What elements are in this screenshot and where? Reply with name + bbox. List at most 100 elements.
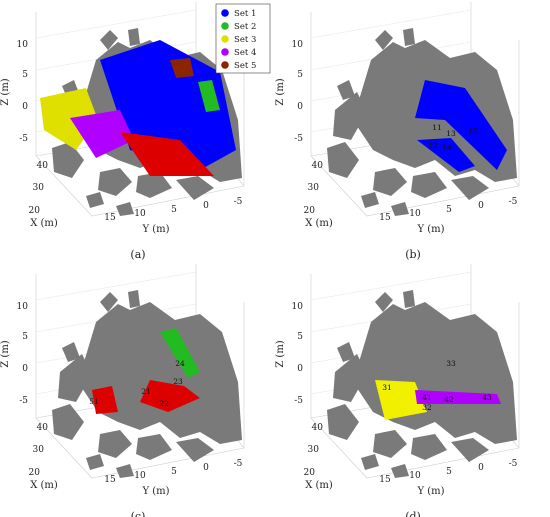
y-axis-title: Y (m) [141, 486, 169, 497]
x-tick-label: 40 [37, 161, 49, 171]
rock-patch [98, 168, 132, 196]
annotation-label: 21 [141, 387, 151, 396]
annotation-label: 23 [173, 377, 183, 386]
rock-patch [100, 30, 118, 50]
set1-region [417, 138, 475, 172]
rock-patch [136, 434, 172, 460]
set5-region [140, 380, 200, 412]
rock-patch [373, 430, 407, 458]
z-tick-label: 10 [17, 40, 29, 50]
x-axis-title: X (m) [30, 218, 58, 229]
x-tick-label: 30 [33, 445, 45, 455]
rock-patch [333, 92, 367, 140]
y-tick-label: 0 [203, 201, 209, 211]
x-tick-label: 40 [312, 423, 324, 433]
x-axis-title: X (m) [305, 480, 333, 491]
z-tick-label: 0 [297, 364, 303, 374]
rock-patch [337, 80, 355, 100]
legend-label: Set 1 [234, 9, 256, 19]
z-axis-title: Z (m) [275, 340, 286, 368]
x-tick-label: 20 [304, 468, 316, 478]
y-tick-label: 0 [478, 463, 484, 473]
x-tick-label: 20 [304, 206, 316, 216]
rock-patch [78, 302, 242, 444]
y-tick-label: -5 [509, 459, 518, 469]
y-tick-label: 10 [134, 471, 146, 481]
y-tick-label: 15 [379, 213, 391, 223]
legend-marker [221, 48, 229, 56]
gridline [35, 9, 197, 39]
x-tick-label: 30 [308, 183, 320, 193]
y-tick-label: 15 [104, 475, 116, 485]
rock-patch [337, 342, 355, 362]
rock-patch [136, 172, 172, 198]
rock-patch [403, 28, 415, 46]
annotation-label: 43 [482, 393, 492, 402]
axis-box [35, 12, 245, 217]
legend-label: Set 2 [234, 22, 256, 32]
set4-region [415, 390, 501, 404]
rock-patch [100, 292, 118, 312]
y-tick-label: 5 [171, 205, 177, 215]
rock-patch [411, 434, 447, 460]
annotation-label: 14 [442, 143, 452, 152]
z-tick-label: 0 [22, 364, 28, 374]
legend-marker [221, 61, 229, 69]
y-tick-label: 10 [134, 209, 146, 219]
annotation-label: 15 [468, 127, 478, 136]
axis-box [35, 274, 245, 479]
gridline [310, 9, 472, 39]
rock-patch [327, 404, 359, 440]
legend-label: Set 4 [234, 48, 256, 58]
x-tick-label: 40 [37, 423, 49, 433]
set3-region [375, 380, 427, 420]
y-tick-label: 5 [446, 467, 452, 477]
rock-patch [391, 202, 409, 216]
x-tick-label: 40 [312, 161, 324, 171]
rock-patch [98, 430, 132, 458]
axis-box [310, 12, 520, 217]
rock-patch [176, 176, 214, 200]
y-axis-title: Y (m) [416, 486, 444, 497]
y-tick-label: 15 [379, 475, 391, 485]
rock-patch [86, 192, 104, 208]
y-tick-label: -5 [234, 197, 243, 207]
rock-patch [128, 28, 140, 46]
annotation-label: 51 [89, 397, 99, 406]
rock-patch [176, 438, 214, 462]
y-tick-label: -5 [234, 459, 243, 469]
rock-patch [403, 290, 415, 308]
annotation-label: 22 [159, 399, 169, 408]
y-axis-title: Y (m) [416, 224, 444, 235]
rock-patch [116, 202, 134, 216]
panel-a: Set 1 Set 2 Set 3 Set 4 Set 5 -5 0 5 10 Z (m) 20 30… [0, 2, 271, 261]
axis-box [310, 274, 520, 479]
rock-patch [52, 142, 84, 178]
x-tick-label: 20 [29, 468, 41, 478]
z-tick-label: 10 [292, 40, 304, 50]
annotation-label: 13 [446, 129, 456, 138]
y-tick-label: 5 [446, 205, 452, 215]
rock-patch [52, 404, 84, 440]
z-tick-label: 10 [292, 302, 304, 312]
set4-region [70, 110, 134, 158]
rock-patch [128, 290, 140, 308]
panel-label: (a) [130, 248, 145, 261]
z-tick-label: 5 [22, 332, 28, 342]
y-tick-label: 5 [171, 467, 177, 477]
annotation-label: 33 [446, 359, 456, 368]
legend-label: Set 3 [234, 35, 256, 45]
rock-patch [327, 142, 359, 178]
rock-patch [373, 168, 407, 196]
panel-label: (d) [405, 510, 421, 517]
panel-label: (b) [405, 248, 421, 261]
z-tick-label: -5 [294, 396, 303, 406]
rock-patch [411, 172, 447, 198]
rock-patch [451, 438, 489, 462]
z-tick-label: -5 [19, 396, 28, 406]
rock-patch [391, 464, 409, 478]
rock-patch [58, 354, 92, 402]
legend-marker [221, 35, 229, 43]
rock-patch [353, 302, 517, 444]
